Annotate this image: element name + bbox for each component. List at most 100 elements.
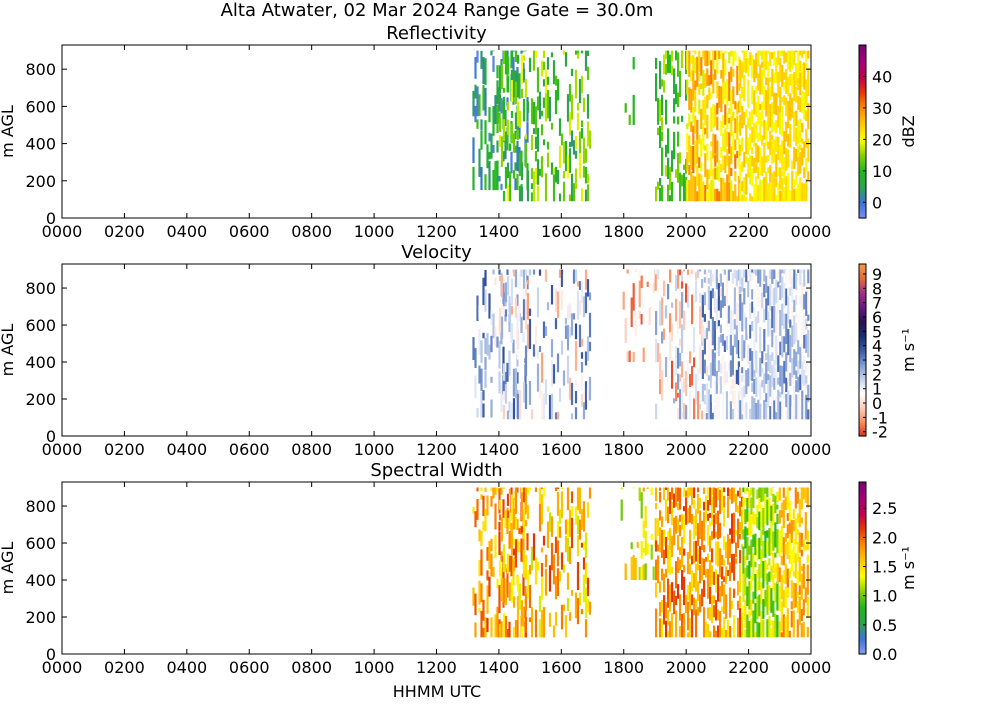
- heatmap-cell: [661, 600, 663, 612]
- heatmap-cell: [720, 178, 722, 202]
- heatmap-cell: [677, 488, 679, 502]
- heatmap-cell: [715, 542, 717, 565]
- heatmap-cell: [704, 395, 706, 404]
- heatmap-cell: [805, 129, 807, 148]
- heatmap-cell: [797, 492, 799, 504]
- heatmap-cell: [795, 111, 797, 126]
- heatmap-cell: [531, 183, 533, 189]
- heatmap-cell: [729, 529, 731, 535]
- heatmap-cell: [747, 281, 749, 297]
- y-tick-label: 200: [25, 390, 56, 409]
- heatmap-cell: [695, 609, 697, 637]
- heatmap-cell: [686, 133, 688, 150]
- heatmap-cell: [771, 52, 773, 59]
- heatmap-cell: [698, 135, 700, 145]
- heatmap-cell: [773, 122, 775, 131]
- heatmap-cell: [663, 329, 665, 340]
- heatmap-cell: [547, 153, 549, 168]
- heatmap-cell: [785, 544, 787, 555]
- heatmap-cell: [581, 188, 583, 201]
- heatmap-cell: [767, 270, 769, 284]
- heatmap-cell: [701, 589, 703, 607]
- heatmap-cell: [629, 351, 631, 362]
- heatmap-cell: [480, 583, 482, 602]
- heatmap-cell: [755, 351, 757, 374]
- heatmap-cell: [533, 533, 535, 560]
- heatmap-cell: [486, 303, 488, 321]
- heatmap-cell: [736, 404, 738, 420]
- heatmap-cell: [695, 334, 697, 346]
- heatmap-cell: [734, 184, 736, 201]
- heatmap-cell: [805, 512, 807, 540]
- heatmap-cell: [714, 105, 716, 126]
- heatmap-cell: [718, 360, 720, 372]
- heatmap-cell: [761, 281, 763, 292]
- heatmap-cell: [759, 180, 761, 202]
- heatmap-cell: [521, 187, 523, 201]
- heatmap-cell: [709, 513, 711, 518]
- heatmap-cell: [627, 270, 629, 274]
- heatmap-cell: [659, 271, 661, 292]
- heatmap-cell: [677, 503, 679, 510]
- heatmap-cell: [741, 195, 743, 202]
- heatmap-cell: [797, 394, 799, 420]
- heatmap-cell: [762, 599, 764, 619]
- heatmap-cell: [757, 51, 759, 67]
- heatmap-cell: [533, 172, 535, 202]
- heatmap-cell: [781, 277, 783, 299]
- heatmap-cell: [569, 112, 571, 135]
- heatmap-cell: [789, 319, 791, 327]
- heatmap-cell: [499, 560, 501, 576]
- heatmap-cell: [726, 149, 728, 166]
- heatmap-cell: [775, 195, 777, 201]
- heatmap-cell: [571, 590, 573, 596]
- heatmap-cell: [513, 270, 515, 276]
- heatmap-cell: [805, 395, 807, 420]
- heatmap-cell: [583, 296, 585, 317]
- heatmap-cell: [482, 600, 484, 621]
- heatmap-cell: [695, 564, 697, 592]
- heatmap-cell: [797, 78, 799, 90]
- heatmap-cell: [679, 152, 681, 163]
- heatmap-cell: [741, 138, 743, 152]
- heatmap-cell: [718, 320, 720, 326]
- heatmap-cell: [484, 88, 486, 116]
- heatmap-cell: [729, 539, 731, 558]
- heatmap-cell: [561, 488, 563, 490]
- heatmap-cell: [677, 319, 679, 333]
- heatmap-cell: [756, 596, 758, 619]
- heatmap-cell: [732, 131, 734, 156]
- heatmap-cell: [490, 51, 492, 56]
- heatmap-cell: [677, 52, 679, 76]
- heatmap-cell: [639, 311, 641, 320]
- heatmap-cell: [679, 560, 681, 571]
- heatmap-cell: [797, 120, 799, 144]
- heatmap-cell: [721, 488, 723, 511]
- heatmap-cell: [673, 69, 675, 95]
- x-tick-label: 1200: [416, 440, 457, 459]
- heatmap-cell: [728, 182, 730, 201]
- heatmap-cell: [531, 409, 533, 419]
- heatmap-cell: [751, 396, 753, 419]
- x-tick-label: 0600: [229, 658, 270, 677]
- heatmap-cell: [501, 276, 503, 298]
- heatmap-cell: [476, 86, 478, 116]
- heatmap-cell: [549, 395, 551, 419]
- heatmap-cell: [774, 564, 776, 579]
- heatmap-cell: [543, 322, 545, 339]
- heatmap-cell: [553, 60, 555, 84]
- heatmap-cell: [553, 364, 555, 383]
- heatmap-cell: [681, 514, 683, 529]
- heatmap-cell: [789, 568, 791, 578]
- heatmap-cell: [561, 291, 563, 310]
- heatmap-cell: [807, 292, 809, 311]
- heatmap-cell: [486, 333, 488, 355]
- heatmap-cell: [750, 600, 752, 616]
- heatmap-cell: [771, 393, 773, 420]
- heatmap-cell: [767, 286, 769, 305]
- heatmap-cell: [739, 286, 741, 293]
- heatmap-cell: [520, 270, 522, 277]
- heatmap-cell: [803, 270, 805, 287]
- heatmap-cell: [716, 270, 718, 290]
- heatmap-cell: [623, 292, 625, 310]
